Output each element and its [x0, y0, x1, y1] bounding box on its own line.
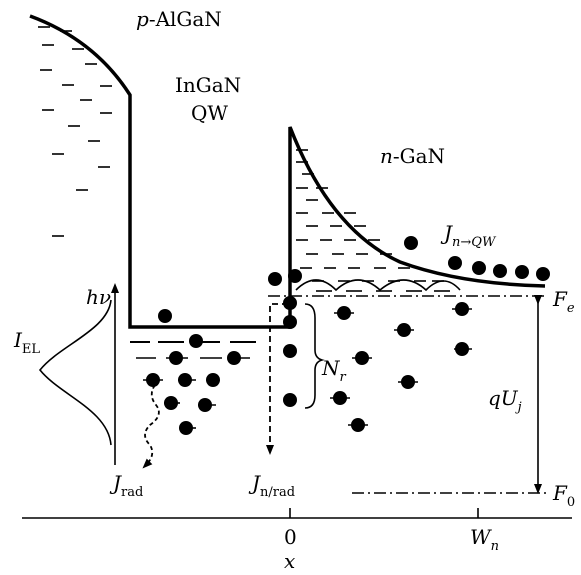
nonradiative-current-arrow [266, 303, 288, 455]
x-variable-label: x [284, 549, 295, 573]
qw-label-line1: InGaN [175, 73, 241, 97]
p-layer-label: p-AlGaN [136, 7, 222, 31]
nonradiative-current-label: Jn/rad [248, 471, 295, 500]
n-gan-electrons [296, 149, 450, 292]
tunneling-arcs [295, 279, 461, 292]
recombination-brace [304, 303, 325, 409]
injection-current-label: Jn→QW [440, 221, 497, 250]
x-width-label: Wn [470, 525, 499, 554]
qw-label-line2: QW [191, 101, 228, 125]
junction-voltage-label: qUj [488, 386, 522, 415]
fermi-level-0-label: F0 [552, 481, 575, 510]
trap-level-dashes [330, 308, 472, 426]
el-label: IEL [13, 328, 40, 357]
p-algan-electrons [38, 26, 112, 237]
x-origin-label: 0 [284, 525, 297, 549]
injected-electrons [268, 236, 550, 286]
radiative-current-label: Jrad [109, 471, 143, 500]
p-algan-band-edge [29, 14, 546, 329]
n-layer-label: n-GaN [380, 144, 445, 168]
photon-label: hν [86, 285, 111, 309]
fermi-level-e-label: Fe [552, 287, 575, 316]
el-spectrum [38, 299, 112, 446]
qw-trap-dashes [143, 379, 216, 429]
recombination-centers-label: Nr [321, 356, 347, 385]
radiative-current-arrow [142, 384, 160, 469]
recombination-centers [283, 296, 469, 432]
